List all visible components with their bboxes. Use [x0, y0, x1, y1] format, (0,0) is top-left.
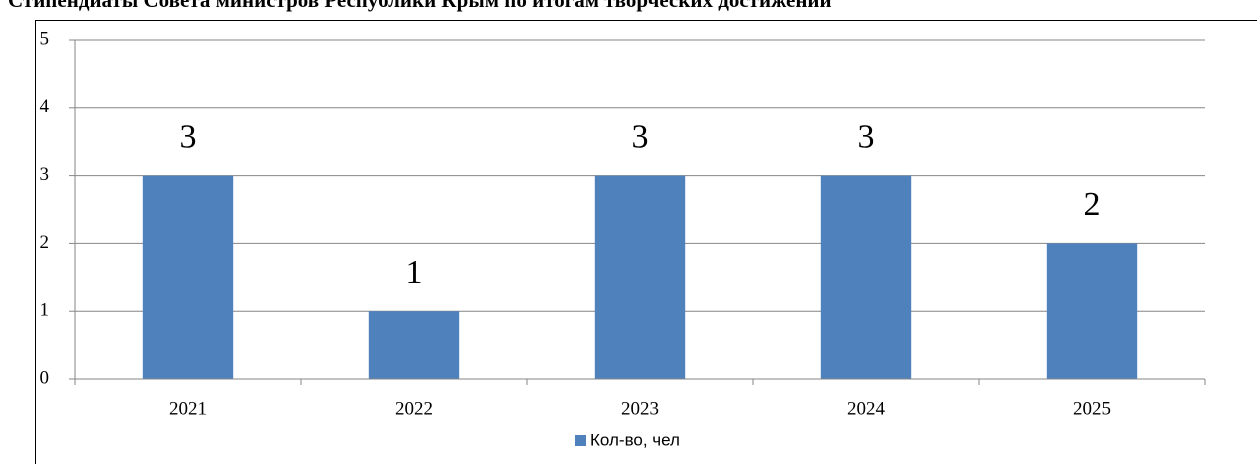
- x-tick-label: 2022: [395, 398, 433, 419]
- bar: [1046, 243, 1138, 379]
- chart-title: Стипендиаты Совета министров Республики …: [8, 0, 832, 12]
- data-label: 1: [406, 254, 423, 291]
- x-tick-label: 2021: [169, 398, 207, 419]
- bar: [142, 175, 234, 379]
- y-tick-label: 1: [40, 300, 50, 321]
- y-tick-label: 2: [40, 232, 50, 253]
- y-tick-label: 0: [40, 367, 50, 388]
- y-tick-label: 3: [40, 164, 50, 185]
- bar: [594, 175, 686, 379]
- bar: [368, 311, 460, 379]
- x-tick-label: 2024: [847, 398, 886, 419]
- x-tick-label: 2025: [1073, 398, 1111, 419]
- data-label: 3: [858, 118, 875, 155]
- legend-swatch: [575, 435, 586, 446]
- legend-label: Кол-во, чел: [590, 430, 680, 449]
- data-label: 3: [632, 118, 649, 155]
- data-label: 2: [1084, 186, 1101, 223]
- y-tick-label: 4: [40, 96, 50, 117]
- y-tick-label: 5: [40, 28, 50, 49]
- bar: [820, 175, 912, 379]
- x-tick-label: 2023: [621, 398, 659, 419]
- data-label: 3: [180, 118, 197, 155]
